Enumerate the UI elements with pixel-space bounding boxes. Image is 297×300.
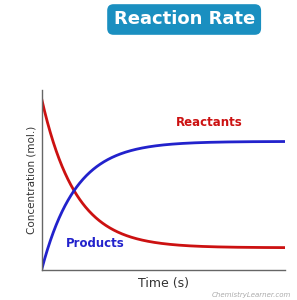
Text: Reaction Rate: Reaction Rate xyxy=(113,11,255,28)
Text: ChemistryLearner.com: ChemistryLearner.com xyxy=(212,292,291,298)
X-axis label: Time (s): Time (s) xyxy=(138,277,189,290)
Text: Products: Products xyxy=(66,237,125,250)
Y-axis label: Concentration (mol.): Concentration (mol.) xyxy=(26,126,36,234)
Text: Reactants: Reactants xyxy=(176,116,242,129)
